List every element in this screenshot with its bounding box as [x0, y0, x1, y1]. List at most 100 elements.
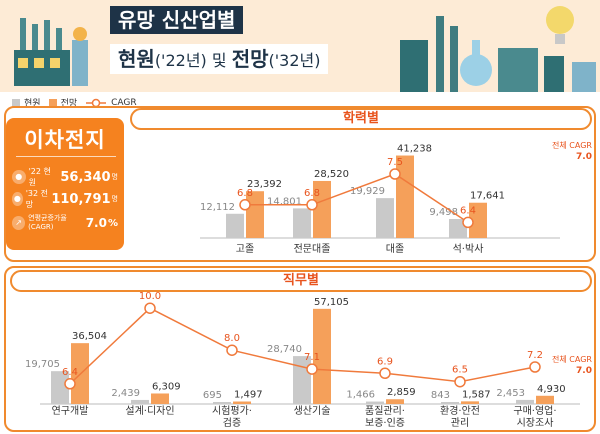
job-bar-forecast — [233, 401, 251, 404]
edu-bar-forecast — [246, 191, 264, 238]
job-category-label: 시장조사 — [517, 417, 554, 429]
job-bar-forecast — [386, 399, 404, 404]
people-forecast-icon: ● — [12, 192, 23, 206]
job-value-forecast: 36,504 — [72, 331, 107, 342]
card-row-forecast: ● '32 전망 110,791 명 — [12, 189, 118, 209]
edu-value-current: 19,929 — [350, 186, 385, 197]
card-row-current: ● '22 현원 56,340 명 — [12, 166, 118, 188]
edu-value-current: 12,112 — [200, 202, 235, 213]
job-category-label: 품질관리· — [365, 405, 405, 417]
job-value-current: 19,705 — [25, 359, 60, 370]
legend-label-current: 현원 — [24, 99, 41, 109]
edu-cagr-label: 6.8 — [237, 188, 253, 199]
edu-category-label: 대졸 — [386, 243, 404, 255]
page-title: 유망 신산업별 — [110, 6, 244, 34]
job-cagr-label: 6.4 — [62, 367, 78, 378]
header-banner: 유망 신산업별 현원('22년) 및 전망('32년) — [0, 0, 600, 92]
job-cagr-label: 6.9 — [377, 356, 393, 367]
job-value-current: 695 — [203, 390, 222, 401]
people-icon: ● — [12, 170, 26, 184]
edu-value-current: 9,498 — [429, 207, 458, 218]
edu-value-current: 14,801 — [267, 196, 302, 207]
job-total-cagr-label: 전체 CAGR — [552, 354, 592, 364]
education-section-title: 학력별 — [130, 108, 592, 130]
job-cagr-point — [529, 361, 541, 373]
job-bar-forecast — [536, 395, 554, 404]
edu-category-label: 석·박사 — [453, 243, 484, 255]
job-cagr-point — [306, 363, 318, 375]
card-row-cagr: ↗ 연평균증가율 (CAGR) 7.0 % — [12, 214, 118, 232]
edu-cagr-point — [239, 199, 251, 211]
edu-cagr-label: 6.8 — [304, 188, 320, 199]
card-divider — [16, 156, 116, 157]
job-category-label: 생산기술 — [294, 405, 331, 417]
edu-cagr-point — [306, 199, 318, 211]
edu-cagr-label: 6.4 — [460, 205, 476, 216]
job-bar-current — [516, 399, 534, 404]
job-cagr-point — [379, 367, 391, 380]
plant-illustration-right — [400, 6, 596, 92]
legend-label-forecast: 전망 — [60, 99, 78, 109]
job-category-label: 구매·영업· — [513, 404, 556, 417]
edu-bar-current — [293, 208, 311, 238]
edu-cagr-label: 7.5 — [387, 157, 403, 168]
job-cagr-point — [144, 302, 156, 314]
edu-bar-forecast — [313, 180, 331, 238]
job-value-forecast: 57,105 — [314, 297, 349, 308]
job-bar-current — [441, 402, 459, 404]
job-category-label: 관리 — [451, 417, 469, 429]
job-bar-current — [51, 371, 69, 404]
factory-illustration-left — [14, 18, 88, 86]
job-bar-forecast — [313, 308, 331, 404]
edu-value-forecast: 17,641 — [470, 191, 505, 202]
job-value-forecast: 1,497 — [234, 390, 263, 401]
job-category-label: 연구개발 — [52, 405, 89, 417]
job-bar-forecast — [461, 401, 479, 404]
job-bar-forecast — [151, 393, 169, 404]
job-cagr-label: 7.1 — [304, 352, 320, 363]
job-value-current: 2,453 — [496, 388, 525, 399]
legend-swatch-forecast — [48, 98, 57, 107]
edu-bar-forecast — [396, 155, 414, 238]
job-value-forecast: 2,859 — [387, 387, 416, 398]
edu-value-forecast: 23,392 — [247, 179, 282, 190]
job-value-forecast: 1,587 — [462, 389, 491, 400]
edu-total-cagr-value: 7.0 — [576, 152, 592, 162]
job-cagr-label: 8.0 — [224, 333, 240, 344]
job-category-label: 보증·인증 — [365, 417, 405, 429]
edu-cagr-point — [389, 168, 401, 180]
job-section-title: 직무별 — [10, 270, 592, 292]
edu-bar-current — [226, 213, 244, 238]
job-total-cagr-value: 7.0 — [576, 366, 592, 376]
job-bar-current — [131, 399, 149, 404]
legend-label-cagr: CAGR — [111, 97, 137, 108]
page-subtitle: 현원('22년) 및 전망('32년) — [110, 44, 329, 74]
edu-cagr-line — [245, 173, 469, 224]
job-category-label: 시험평가· — [212, 405, 252, 417]
edu-value-forecast: 41,238 — [397, 144, 432, 155]
industry-summary-card: 이차전지 ● '22 현원 56,340 명 ● '32 전망 110,791 … — [6, 118, 124, 250]
edu-value-forecast: 28,520 — [314, 169, 349, 180]
job-cagr-point — [454, 375, 466, 388]
job-value-current: 843 — [431, 390, 450, 401]
job-cagr-label: 7.2 — [527, 350, 543, 361]
job-cagr-point — [226, 344, 238, 356]
job-value-forecast: 6,309 — [152, 381, 181, 392]
job-value-forecast: 4,930 — [537, 384, 566, 395]
legend-swatch-current — [12, 98, 20, 107]
job-bar-current — [366, 401, 384, 404]
job-category-label: 환경·안전 — [440, 404, 480, 417]
edu-category-label: 전문대졸 — [294, 243, 331, 255]
job-cagr-point — [64, 378, 76, 390]
edu-total-cagr-label: 전체 CAGR — [552, 140, 592, 150]
edu-cagr-point — [462, 216, 474, 229]
job-value-current: 28,740 — [267, 344, 302, 355]
job-value-current: 2,439 — [111, 388, 140, 399]
job-cagr-label: 10.0 — [139, 291, 161, 302]
job-cagr-label: 6.5 — [452, 365, 468, 376]
edu-bar-forecast — [469, 202, 487, 238]
job-category-label: 검증 — [223, 417, 241, 429]
edu-category-label: 고졸 — [236, 243, 254, 255]
job-category-label: 설계·디자인 — [125, 405, 174, 417]
